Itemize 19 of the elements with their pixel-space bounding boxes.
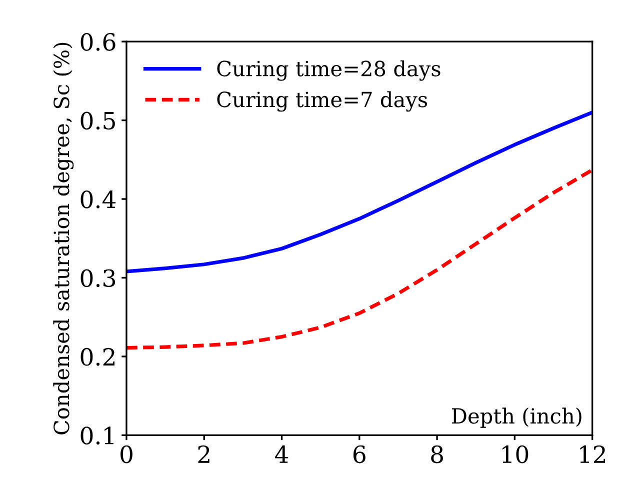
x-tick-label: 4 (274, 445, 288, 463)
x-tick-label: 6 (353, 445, 366, 464)
y-tick-label: 0.6 (80, 33, 116, 51)
x-tick-label: 8 (431, 445, 443, 464)
line-series (126, 110, 592, 274)
x-tick-label: 10 (502, 445, 528, 464)
legend-label: Curing time=28 days (217, 60, 440, 81)
x-tick-label: 12 (580, 445, 606, 463)
x-tick-label: 0 (120, 445, 132, 464)
y-tick-label: 0.3 (80, 269, 116, 288)
y-tick-label: 0.4 (80, 190, 116, 208)
y-tick-label: 0.1 (80, 426, 114, 445)
legend-label: Curing time=7 days (217, 91, 428, 112)
y-axis-title: Condensed saturation degree, Sc (%) (53, 42, 74, 434)
line-series (126, 168, 592, 350)
y-tick-label: 0.2 (80, 348, 114, 366)
x-tick-label: 2 (198, 445, 210, 463)
x-axis-title: Depth (inch) (452, 408, 582, 428)
y-tick-label: 0.5 (80, 112, 115, 130)
